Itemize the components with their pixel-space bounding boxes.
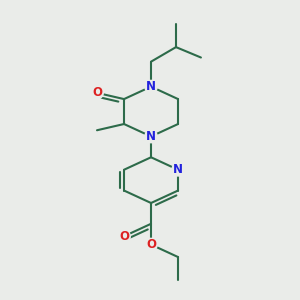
Text: O: O [92, 86, 102, 99]
Circle shape [172, 164, 184, 176]
Text: O: O [119, 230, 129, 243]
Text: N: N [173, 163, 183, 176]
Text: N: N [146, 80, 156, 93]
Circle shape [145, 238, 157, 251]
Circle shape [91, 87, 103, 99]
Text: O: O [146, 238, 156, 251]
Circle shape [118, 230, 130, 242]
Circle shape [145, 130, 157, 143]
Circle shape [145, 80, 157, 93]
Text: N: N [146, 130, 156, 143]
